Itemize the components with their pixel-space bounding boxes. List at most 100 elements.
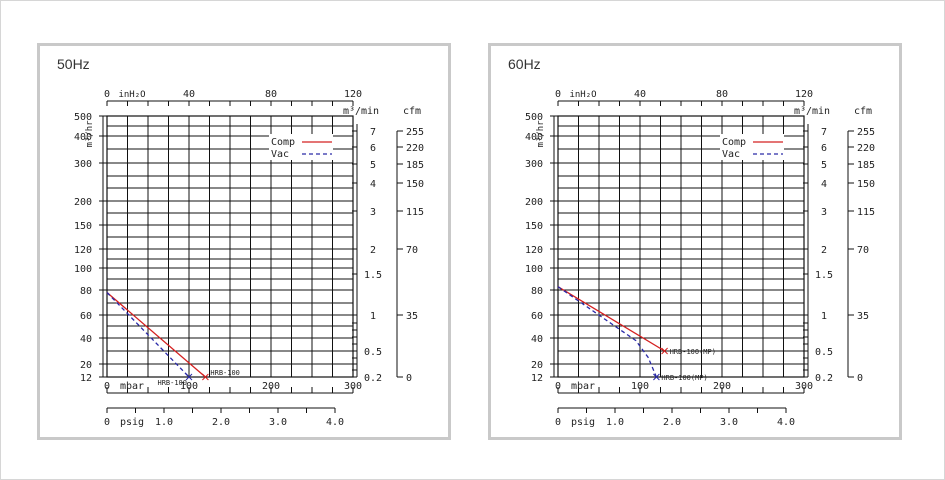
right-axis-2-tick-label: 255: [406, 127, 424, 138]
bottom-axis-1-tick-label: 200: [713, 381, 731, 392]
right-axis-1-tick-label: 3: [821, 207, 827, 218]
series-end-label: HRB-100(MP): [670, 348, 716, 356]
bottom-axis-2-tick-label: 4.0: [326, 417, 344, 428]
series-end-marker: [185, 373, 193, 381]
bottom-axis-2-tick-label: 3.0: [720, 417, 738, 428]
chart-svg: 0 40 80 120inH₂O500400300200150120100806040…: [525, 89, 875, 428]
left-axis-tick-label: 20: [531, 360, 543, 371]
right-axis-2-tick-label: 0: [857, 373, 863, 384]
bottom-axis-1-label: mbar: [120, 381, 144, 392]
top-axis-tick-label: 80: [716, 89, 728, 100]
right-axis-1-label: m³/min: [343, 106, 379, 117]
right-axis-1-tick-label: 5: [370, 160, 376, 171]
right-axis-2-tick-label: 220: [857, 143, 875, 154]
right-axis-2-tick-label: 35: [406, 311, 418, 322]
left-axis-tick-label: 120: [74, 245, 92, 256]
chart-panel-60hz: 60Hz 0 40 80 120 inH₂O 500 400 300 200 150 120 100 8…: [488, 43, 902, 440]
bottom-axis-2-label: psig: [120, 417, 144, 428]
legend-entry-comp: Comp: [271, 137, 295, 148]
series-end-label: HRB-100: [157, 379, 187, 387]
top-axis-tick-label: 120: [795, 89, 813, 100]
right-axis-1-tick-label: 4: [370, 179, 376, 190]
bottom-axis-2-tick-label: 3.0: [269, 417, 287, 428]
top-axis-tick-label: 80: [265, 89, 277, 100]
right-axis-1-tick-label: 1.5: [364, 270, 382, 281]
chart-panel-50hz: 50Hz 0 40 80 120 inH₂O 500 400 300 200 150 120 100 8…: [37, 43, 451, 440]
bottom-axis-1-label: mbar: [571, 381, 595, 392]
right-axis-1-tick-label: 0.2: [364, 373, 382, 384]
bottom-axis-1-tick-label: 200: [262, 381, 280, 392]
right-axis-1-tick-label: 0.5: [815, 347, 833, 358]
left-axis-tick-label: 60: [80, 311, 92, 322]
series-end-marker: [202, 373, 209, 381]
right-axis-1-tick-label: 5: [821, 160, 827, 171]
top-axis-tick-label: 0: [555, 89, 561, 100]
series-line-comp: [557, 286, 665, 352]
bottom-axis-2-tick-label: 0: [104, 417, 110, 428]
series-line-vac: [557, 286, 657, 378]
right-axis-1-tick-label: 7: [370, 127, 376, 138]
left-axis-tick-label: 20: [80, 360, 92, 371]
left-axis-tick-label: 100: [525, 264, 543, 275]
left-axis-tick-label: 40: [531, 334, 543, 345]
right-axis-1-tick-label: 1.5: [815, 270, 833, 281]
series-end-marker: [661, 347, 668, 355]
right-axis-1-tick-label: 0.2: [815, 373, 833, 384]
right-axis-2-tick-label: 115: [406, 207, 424, 218]
right-axis-2-tick-label: 70: [406, 245, 418, 256]
left-axis-tick-label: 300: [525, 159, 543, 170]
series-end-marker: [653, 373, 660, 381]
right-axis-1-tick-label: 4: [821, 179, 827, 190]
right-axis-1-tick-label: 2: [370, 245, 376, 256]
top-axis-tick-label: 40: [634, 89, 646, 100]
top-axis-tick-label: 40: [183, 89, 195, 100]
left-axis-tick-label: 40: [80, 334, 92, 345]
left-axis-tick-label: 200: [74, 197, 92, 208]
left-axis-tick-label: 150: [74, 221, 92, 232]
left-axis-tick-label: 120: [525, 245, 543, 256]
left-axis-tick-label: 12: [80, 373, 92, 384]
top-axis-tick-label: 120: [344, 89, 362, 100]
legend-entry-comp: Comp: [722, 137, 746, 148]
right-axis-2-tick-label: 115: [857, 207, 875, 218]
right-axis-2-label: cfm: [854, 106, 872, 117]
right-axis-2-tick-label: 185: [857, 160, 875, 171]
bottom-axis-2-tick-label: 4.0: [777, 417, 795, 428]
plot-border: [106, 115, 354, 378]
plot-border: [557, 115, 805, 378]
bottom-axis-1-tick-label: 0: [555, 381, 561, 392]
right-axis-1-tick-label: 7: [821, 127, 827, 138]
bottom-axis-1-tick-label: 300: [795, 381, 813, 392]
right-axis-1-tick-label: 3: [370, 207, 376, 218]
bottom-axis-1-tick-label: 100: [180, 381, 198, 392]
bottom-axis-2-tick-label: 1.0: [606, 417, 624, 428]
series-line-comp: [106, 292, 206, 378]
top-axis-label: inH₂O: [118, 90, 145, 100]
bottom-axis-1-tick-label: 300: [344, 381, 362, 392]
left-axis-tick-label: 500: [525, 112, 543, 123]
left-axis-tick-label: 100: [74, 264, 92, 275]
left-axis-tick-label: 400: [74, 132, 92, 143]
left-axis-tick-label: 60: [531, 311, 543, 322]
right-axis-2-label: cfm: [403, 106, 421, 117]
series-line-vac: [106, 292, 190, 378]
legend-entry-vac: Vac: [271, 149, 289, 160]
left-axis-tick-label: 500: [74, 112, 92, 123]
right-axis-2-tick-label: 150: [406, 179, 424, 190]
bottom-axis-1-tick-label: 100: [631, 381, 649, 392]
right-axis-2-tick-label: 150: [857, 179, 875, 190]
right-axis-2-tick-label: 0: [406, 373, 412, 384]
right-axis-1-tick-label: 6: [370, 143, 376, 154]
right-axis-1-tick-label: 2: [821, 245, 827, 256]
left-axis-label: m³/hr: [85, 120, 95, 148]
top-axis-label: inH₂O: [569, 90, 596, 100]
left-axis-tick-label: 400: [525, 132, 543, 143]
right-axis-2-tick-label: 185: [406, 160, 424, 171]
right-axis-2-tick-label: 255: [857, 127, 875, 138]
right-axis-1-label: m³/min: [794, 106, 830, 117]
bottom-axis-1-tick-label: 0: [104, 381, 110, 392]
left-axis-tick-label: 80: [80, 286, 92, 297]
right-axis-1-tick-label: 1: [821, 311, 827, 322]
